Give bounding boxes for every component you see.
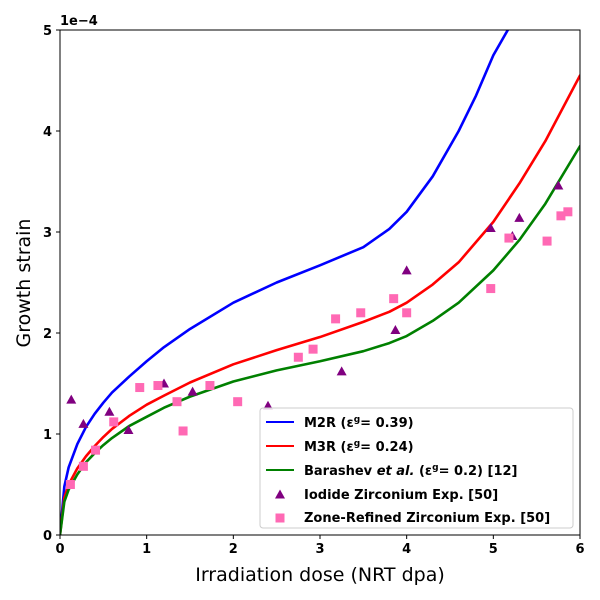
zone-refined-data-point — [109, 417, 119, 427]
x-axis-ticks: 0 1 2 3 4 5 6 — [55, 535, 585, 557]
zone-refined-data-point — [542, 236, 552, 246]
legend-label-zone-refined: Zone-Refined Zirconium Exp. [50] — [304, 511, 550, 526]
iodide-data-point — [401, 265, 412, 275]
iodide-data-point — [485, 222, 496, 232]
x-tick-label: 5 — [489, 542, 498, 557]
iodide-data-point — [187, 386, 198, 396]
legend-label-iodide: Iodide Zirconium Exp. [50] — [304, 488, 498, 503]
zone-refined-data-point — [65, 480, 75, 489]
zone-refined-data-point — [78, 461, 88, 471]
legend-label-m3r-sup: g — [354, 439, 360, 449]
legend-label-m2r-post: = 0.39) — [360, 416, 413, 431]
legend-label-barashev-ital: et al. — [377, 464, 415, 479]
iodide-data-point — [104, 406, 115, 416]
zone-refined-data-point — [233, 397, 243, 407]
zone-refined-data-point — [153, 381, 163, 391]
legend-label-barashev-post: = 0.2) [12] — [439, 464, 518, 479]
zone-refined-data-point — [205, 381, 215, 391]
zone-refined-data-point — [389, 294, 399, 304]
iodide-data-point — [78, 418, 89, 428]
y-tick-label: 1 — [43, 428, 52, 443]
zone-refined-data-point — [308, 344, 318, 354]
zone-refined-data-point — [556, 211, 566, 221]
legend-box — [259, 407, 574, 529]
series-line-m3r — [60, 74, 580, 535]
y-axis-ticks: 0 1 2 3 4 5 — [43, 24, 60, 544]
iodide-data-point — [553, 180, 564, 190]
legend-label-m3r-pre: M3R (ε — [304, 440, 354, 455]
zone-refined-data-point — [504, 233, 514, 243]
zone-refined-data-point — [356, 308, 366, 318]
zone-refined-data-point — [91, 445, 101, 455]
legend-label-barashev-mid: (ε — [414, 464, 432, 479]
zone-refined-data-point — [293, 352, 303, 362]
zone-refined-data-point — [402, 308, 412, 318]
iodide-data-point — [336, 366, 347, 376]
x-axis-label: Irradiation dose (NRT dpa) — [195, 564, 445, 586]
x-tick-label: 2 — [229, 542, 238, 557]
legend-swatch-iodide — [275, 489, 285, 499]
zone-refined-data-point — [563, 207, 573, 217]
x-tick-label: 4 — [402, 542, 411, 557]
series-line-m2r — [60, 30, 510, 535]
x-tick-label: 6 — [575, 542, 584, 557]
zone-refined-data-point — [135, 383, 145, 393]
x-tick-label: 0 — [55, 542, 64, 557]
iodide-data-point — [514, 212, 525, 222]
iodide-data-point — [66, 394, 77, 404]
y-tick-label: 2 — [43, 327, 52, 342]
zone-refined-data-point — [331, 314, 341, 324]
points-layer — [65, 180, 573, 489]
x-tick-label: 1 — [142, 542, 151, 557]
legend-label-m2r: M2R (εg= 0.39) — [304, 415, 414, 431]
legend-swatch-zone-refined — [275, 513, 285, 523]
legend-label-barashev-sup: g — [432, 463, 438, 473]
iodide-data-point — [263, 400, 273, 410]
y-offset-label: 1e−4 — [60, 14, 98, 29]
y-tick-label: 5 — [43, 24, 52, 39]
legend-label-barashev: Barashev et al. (εg= 0.2) [12] — [304, 463, 517, 479]
zone-refined-data-point — [172, 397, 182, 407]
legend-label-m2r-pre: M2R (ε — [304, 416, 354, 431]
iodide-data-point — [123, 424, 134, 434]
iodide-data-point — [390, 324, 401, 334]
legend-label-m3r-post: = 0.24) — [360, 440, 413, 455]
legend: M2R (εg= 0.39) M3R (εg= 0.24) Barashev e… — [259, 407, 574, 529]
zone-refined-data-point — [486, 284, 496, 294]
legend-label-m2r-sup: g — [354, 415, 360, 425]
y-tick-label: 0 — [43, 529, 52, 544]
legend-label-barashev-pre: Barashev — [304, 464, 377, 479]
y-tick-label: 3 — [43, 226, 52, 241]
y-axis-label: Growth strain — [13, 219, 35, 348]
zone-refined-data-point — [178, 426, 188, 436]
x-tick-label: 3 — [315, 542, 324, 557]
legend-label-m3r: M3R (εg= 0.24) — [304, 439, 414, 455]
y-tick-label: 4 — [43, 125, 52, 140]
